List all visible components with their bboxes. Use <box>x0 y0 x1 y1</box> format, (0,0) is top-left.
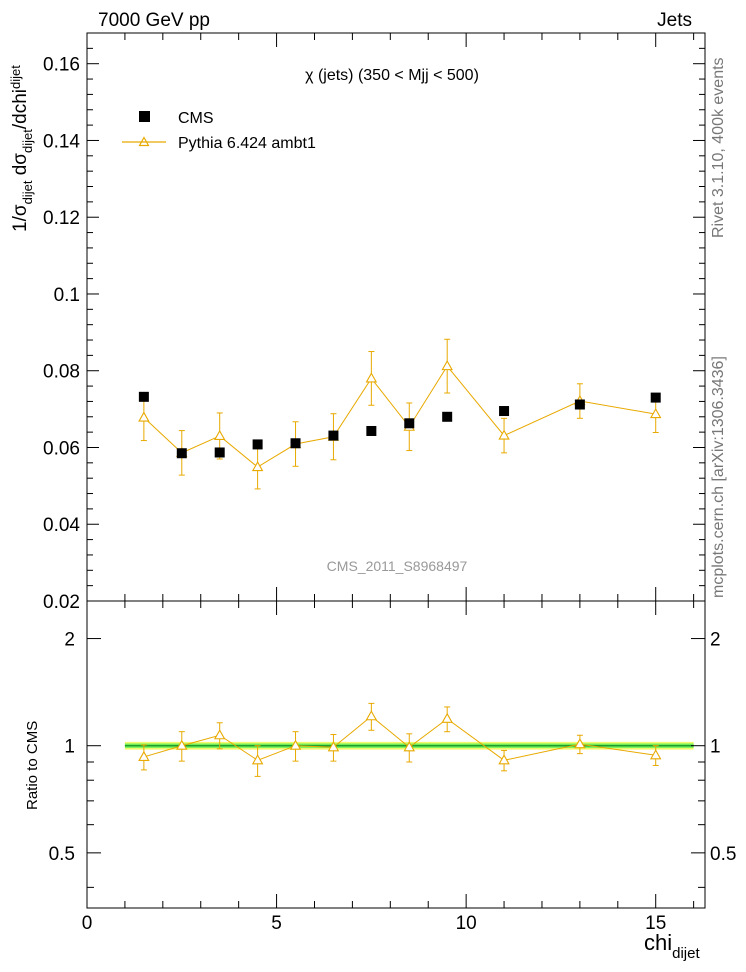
pythia-ratio-series <box>138 702 662 777</box>
pythia-ratio-point <box>138 750 150 761</box>
pythia-series <box>138 338 662 490</box>
ylabel-sub2: dijet <box>20 129 35 153</box>
main-y-tick-label: 0.04 <box>43 515 80 536</box>
cms-point <box>138 391 149 402</box>
ylabel-sub3: dijet <box>8 65 23 89</box>
pythia-ratio-point <box>498 754 510 765</box>
mcplots-label: mcplots.cern.ch [arXiv:1306.3436] <box>710 356 727 598</box>
pythia-ratio-point <box>327 741 340 752</box>
analysis-watermark: CMS_2011_S8968497 <box>327 558 468 574</box>
pythia-ratio-line <box>143 715 656 761</box>
cms-point <box>214 447 225 458</box>
pythia-point <box>138 411 150 422</box>
ratio-panel: 0.5 0.5 1 1 2 2 0 5 10 15 <box>49 600 737 934</box>
x-tick-label: 10 <box>456 913 477 934</box>
cms-point <box>252 439 263 450</box>
main-y-tick-labels: 0.02 0.04 0.06 0.08 0.1 0.12 0.14 0.16 <box>43 55 80 613</box>
ratio-y-tick-labels: 0.5 0.5 1 1 2 2 <box>49 630 737 865</box>
pythia-point <box>213 429 226 441</box>
pythia-ratio-point <box>365 710 378 721</box>
main-y-tick-label: 0.14 <box>43 131 80 152</box>
legend-cms-label: CMS <box>178 110 214 127</box>
ratio-frame <box>86 600 706 909</box>
cms-point <box>442 411 453 422</box>
legend-pythia-label: Pythia 6.424 ambt1 <box>178 135 316 152</box>
ratio-y-tick-label-right: 0.5 <box>710 844 736 865</box>
ylabel-sub1: dijet <box>20 180 35 204</box>
main-y-tick-label: 0.12 <box>43 208 80 229</box>
main-y-tick-label: 0.08 <box>43 362 80 383</box>
cms-point <box>176 448 187 459</box>
ylabel-base: 1/σ <box>10 204 31 232</box>
pythia-ratio-point <box>441 712 453 723</box>
pythia-ratio-point <box>176 739 188 750</box>
legend: CMS Pythia 6.424 ambt1 <box>122 110 316 152</box>
xlabel-sub: dijet <box>672 945 700 962</box>
rivet-label: Rivet 3.1.10, 400k events <box>710 57 727 238</box>
pythia-ratio-point <box>574 738 586 749</box>
ylabel-tail: /dchi <box>10 89 31 129</box>
main-y-tick-label: 0.06 <box>43 438 80 459</box>
cms-point <box>290 438 301 449</box>
header-left: 7000 GeV pp <box>98 10 210 31</box>
main-y-axis-label: 1/σdijet dσdijet/dchidijet <box>8 65 35 232</box>
main-y-tick-label: 0.1 <box>54 285 80 306</box>
ratio-y-tick-label-right: 1 <box>710 737 721 758</box>
xlabel-base: chi <box>644 930 672 955</box>
cms-point <box>404 418 415 429</box>
ratio-y-tick-label: 2 <box>64 630 75 651</box>
x-tick-label: 0 <box>82 913 93 934</box>
x-tick-label: 15 <box>645 913 666 934</box>
pythia-ratio-point <box>213 729 226 740</box>
pythia-point <box>251 460 264 472</box>
pythia-ratio-point <box>289 739 302 750</box>
pythia-ratio-point <box>649 749 662 760</box>
pythia-ratio-point <box>403 741 416 752</box>
pythia-line <box>143 365 656 468</box>
main-y-tick-label: 0.02 <box>43 592 80 613</box>
pythia-point <box>498 429 510 440</box>
header-right: Jets <box>657 10 692 31</box>
ratio-y-ticks <box>87 638 705 888</box>
cms-point <box>366 425 377 436</box>
ylabel-mid: dσ <box>10 153 31 181</box>
main-y-ticks <box>87 32 705 602</box>
ratio-x-ticks <box>86 601 695 908</box>
cms-point <box>499 406 510 417</box>
ratio-y-axis-label: Ratio to CMS <box>24 721 41 810</box>
cms-series <box>138 391 661 459</box>
ratio-y-tick-label: 1 <box>64 737 75 758</box>
pythia-point <box>441 360 453 371</box>
legend-pythia-marker <box>138 136 150 147</box>
pythia-point <box>649 407 662 419</box>
x-tick-label: 5 <box>271 913 282 934</box>
ratio-y-tick-label: 0.5 <box>49 844 75 865</box>
main-panel: 0.02 0.04 0.06 0.08 0.1 0.12 0.14 0.16 χ (jets)… <box>43 32 706 613</box>
ratio-y-tick-label-right: 2 <box>710 630 721 651</box>
cms-point <box>574 399 585 410</box>
pythia-ratio-point <box>251 754 264 765</box>
cms-point <box>328 430 339 441</box>
chart-title: χ (jets) (350 < Mjj < 500) <box>305 67 479 84</box>
x-tick-labels: 0 5 10 15 <box>82 913 667 934</box>
main-x-ticks <box>86 33 695 601</box>
x-axis-label: chidijet <box>644 930 700 962</box>
pythia-point <box>365 372 378 383</box>
main-y-tick-label: 0.16 <box>43 55 80 76</box>
cms-point <box>650 392 661 403</box>
legend-cms-marker <box>139 111 150 122</box>
